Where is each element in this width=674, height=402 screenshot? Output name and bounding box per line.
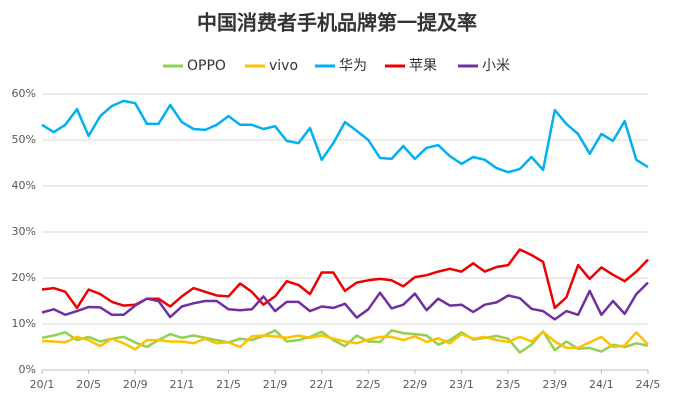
x-tick-label: 21/9 (263, 378, 288, 391)
series-line (41, 248, 649, 310)
series-line (41, 329, 649, 354)
x-tick-label: 24/1 (589, 378, 614, 391)
series-line (41, 99, 649, 174)
x-tick-label: 20/5 (76, 378, 101, 391)
x-tick-label: 22/1 (309, 378, 334, 391)
legend-label: vivo (269, 58, 298, 74)
series-line (41, 330, 649, 351)
y-tick-label: 30% (12, 225, 36, 238)
legend-label: 苹果 (409, 58, 437, 74)
x-tick-label: 21/1 (169, 378, 194, 391)
y-tick-label: 50% (12, 133, 36, 146)
legend-label: 小米 (482, 58, 510, 74)
series-line (41, 281, 649, 321)
x-tick-label: 22/5 (356, 378, 381, 391)
legend-label: OPPO (187, 58, 226, 74)
chart-title: 中国消费者手机品牌第一提及率 (197, 11, 477, 35)
x-tick-label: 21/5 (216, 378, 241, 391)
y-tick-label: 60% (12, 87, 36, 100)
x-tick-label: 22/9 (403, 378, 428, 391)
x-tick-label: 20/9 (123, 378, 148, 391)
legend-label: 华为 (339, 58, 367, 74)
y-tick-label: 10% (12, 317, 36, 330)
y-tick-label: 20% (12, 271, 36, 284)
x-tick-label: 24/5 (636, 378, 661, 391)
y-tick-label: 40% (12, 179, 36, 192)
x-tick-label: 20/1 (30, 378, 55, 391)
x-tick-label: 23/9 (542, 378, 567, 391)
x-tick-label: 23/5 (496, 378, 521, 391)
x-tick-label: 23/1 (449, 378, 474, 391)
y-tick-label: 0% (19, 363, 36, 376)
